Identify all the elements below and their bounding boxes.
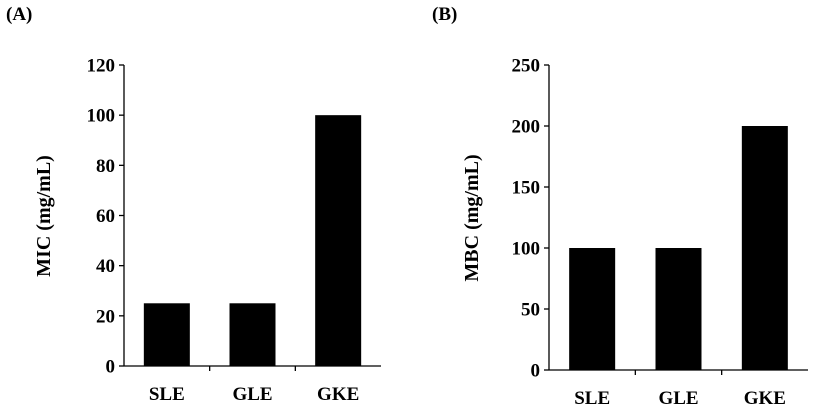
y-tick-label: 20 [96, 306, 115, 327]
bar-gle [655, 248, 702, 370]
bar-gke [315, 115, 362, 367]
x-axis-labels: SLE GLE GKE [574, 370, 786, 408]
y-tick-label: 100 [512, 239, 541, 260]
bar-gle [229, 303, 276, 366]
y-axis-title: MBC (mg/mL) [461, 154, 483, 281]
y-tick-label: 50 [521, 300, 540, 321]
x-tick-label: SLE [574, 388, 610, 408]
x-axis-labels: SLE GLE GKE [149, 366, 359, 405]
y-tick-label: 60 [96, 206, 115, 227]
x-tick-label: GKE [317, 384, 359, 405]
y-tick-label: 100 [87, 106, 116, 127]
panel-a: (A) MIC (mg/mL) 0 20 40 60 80 100 120 SLE GLE GK… [6, 4, 381, 405]
bars [569, 126, 788, 370]
bar-sle [569, 248, 616, 370]
y-axis-title: MIC (mg/mL) [33, 155, 55, 277]
y-tick-label: 250 [512, 56, 541, 77]
y-tick-label: 80 [96, 156, 115, 177]
panel-label: (B) [432, 4, 457, 25]
panel-label: (A) [6, 4, 32, 25]
bars [143, 115, 362, 367]
y-tick-label: 150 [512, 178, 541, 199]
bar-sle [143, 303, 190, 366]
y-tick-label: 200 [512, 117, 541, 138]
y-tick-label: 0 [531, 361, 541, 382]
x-tick-label: GLE [232, 384, 272, 405]
x-tick-label: SLE [149, 384, 185, 405]
y-tick-label: 40 [96, 256, 115, 277]
y-tick-label: 0 [106, 357, 116, 378]
y-tick-label: 120 [87, 56, 116, 77]
y-axis-ticks: 0 50 100 150 200 250 [512, 56, 549, 382]
y-axis-ticks: 0 20 40 60 80 100 120 [87, 56, 124, 378]
panel-b: (B) MBC (mg/mL) 0 50 100 150 200 250 SLE GLE GK… [432, 4, 808, 408]
x-tick-label: GLE [658, 388, 698, 408]
x-tick-label: GKE [744, 388, 786, 408]
bar-gke [741, 126, 788, 370]
